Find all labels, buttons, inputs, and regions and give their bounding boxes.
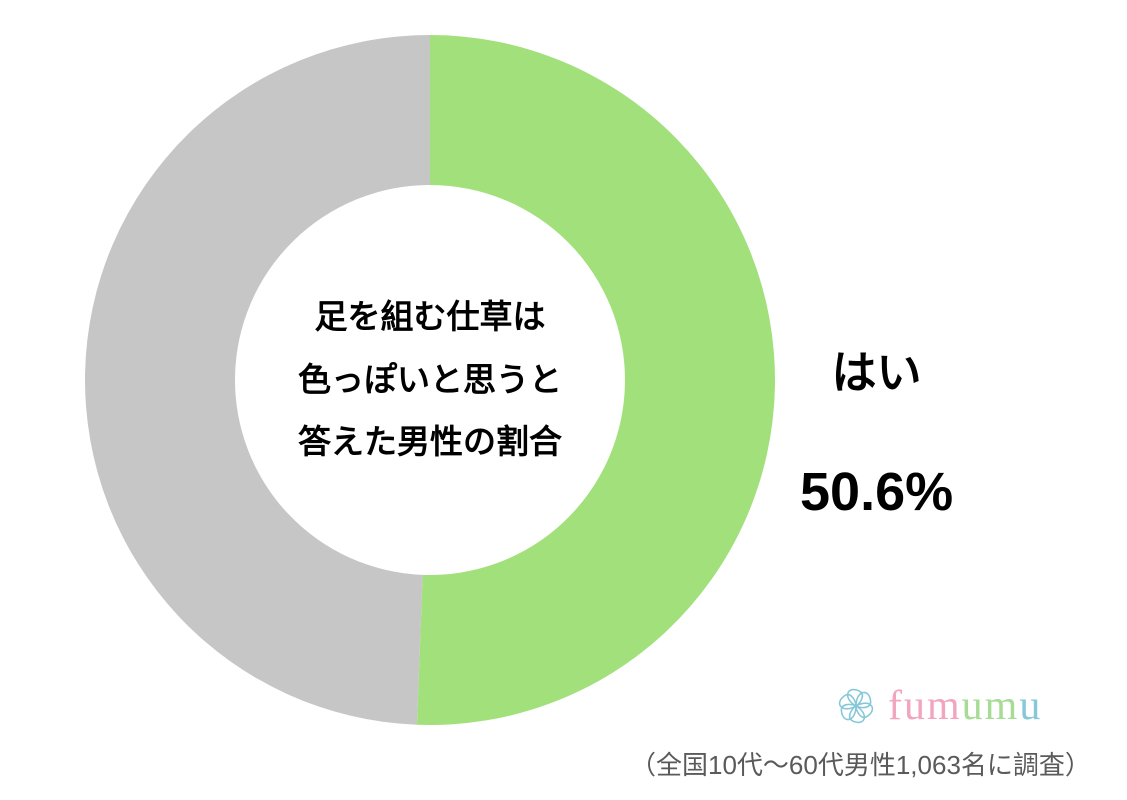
- brand-logo-text: fumumu: [888, 682, 1042, 730]
- value-label-percent: 50.6%: [800, 461, 953, 523]
- brand-logo: fumumu: [830, 680, 1042, 732]
- chart-center-text: 足を組む仕草は 色っぽいと思うと 答えた男性の割合: [235, 286, 625, 474]
- donut-chart-container: 足を組む仕草は 色っぽいと思うと 答えた男性の割合 はい 50.6% fumum…: [0, 0, 1127, 800]
- chart-value-label: はい 50.6%: [800, 300, 953, 559]
- flower-icon: [830, 680, 882, 732]
- value-label-answer: はい: [800, 336, 953, 401]
- survey-footnote: （全国10代～60代男性1,063名に調査）: [630, 745, 1091, 782]
